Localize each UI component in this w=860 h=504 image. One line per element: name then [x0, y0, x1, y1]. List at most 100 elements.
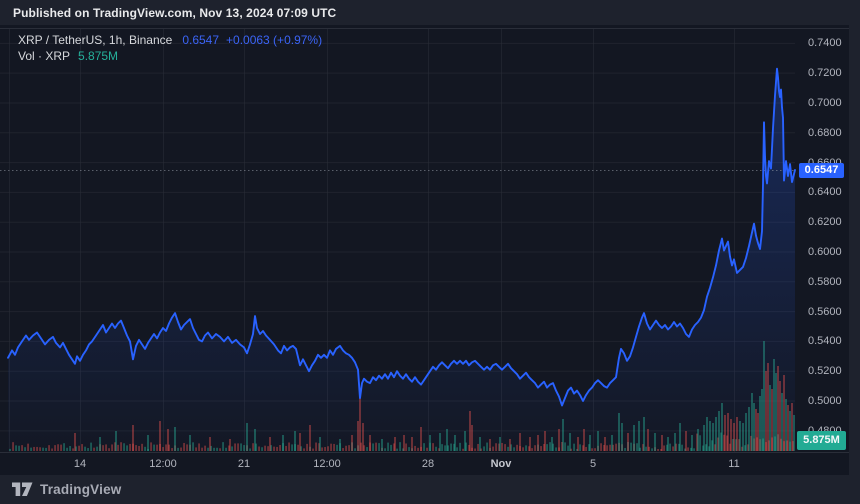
volume-bar: [306, 443, 308, 451]
volume-bar: [543, 444, 545, 451]
volume-bar: [33, 446, 35, 451]
volume-bar-spike: [282, 435, 284, 451]
volume-bar: [615, 443, 617, 451]
price-tick-label: 0.6000: [808, 245, 842, 258]
volume-bar-spike: [167, 429, 169, 451]
volume-bar: [702, 445, 704, 451]
footer-bar: TradingView: [0, 475, 860, 504]
tradingview-brand-text[interactable]: TradingView: [40, 482, 122, 497]
volume-bar: [300, 446, 302, 451]
volume-bar-spike: [621, 423, 623, 451]
volume-bar-spike: [654, 433, 656, 451]
volume-bar-spike: [733, 423, 735, 451]
volume-bar: [516, 444, 518, 451]
volume-bar-spike: [685, 431, 687, 451]
price-tick-label: 0.5000: [808, 395, 842, 408]
volume-bar: [45, 447, 47, 451]
volume-bar: [492, 446, 494, 451]
volume-bar-spike: [132, 425, 134, 451]
time-axis[interactable]: 14 12:00 21 12:00 28 Nov 5 11: [0, 452, 849, 476]
volume-bar: [249, 448, 251, 451]
volume-bar: [165, 444, 167, 451]
volume-bar: [525, 445, 527, 451]
chart-pane[interactable]: XRP / TetherUS, 1h, Binance 0.6547 +0.0063…: [0, 25, 849, 475]
volume-bar-spike: [229, 439, 231, 451]
volume-bar-spike: [359, 396, 361, 451]
volume-bar: [255, 443, 257, 451]
volume-bar: [444, 445, 446, 451]
volume-bar: [711, 440, 713, 451]
volume-bar: [762, 438, 764, 451]
volume-bar: [660, 448, 662, 451]
volume-bar-spike: [745, 413, 747, 451]
published-text: Published on TradingView.com, Nov 13, 20…: [13, 5, 337, 20]
volume-bar-spike: [471, 425, 473, 451]
volume-study-title: Vol · XRP: [18, 49, 71, 63]
volume-bar: [507, 446, 509, 451]
volume-bar: [402, 448, 404, 451]
price-volume-chart[interactable]: [0, 25, 849, 452]
volume-bar: [591, 448, 593, 451]
volume-bar-spike: [147, 435, 149, 451]
volume-bar: [216, 447, 218, 451]
volume-bar: [555, 447, 557, 451]
volume-bar-spike: [611, 435, 613, 451]
volume-bar: [585, 446, 587, 451]
time-tick-label: 5: [589, 458, 597, 470]
volume-bar-spike: [562, 419, 564, 451]
volume-bar: [225, 447, 227, 451]
volume-bar: [270, 445, 272, 451]
price-axis[interactable]: 0.74000.72000.70000.68000.66000.64000.62…: [795, 25, 849, 452]
volume-bar: [303, 448, 305, 451]
volume-bar: [552, 443, 554, 451]
volume-bar: [12, 442, 14, 451]
volume-bar-spike: [779, 381, 781, 451]
volume-bar: [291, 444, 293, 451]
tradingview-logo-icon[interactable]: [12, 481, 33, 498]
volume-bar: [462, 448, 464, 451]
last-price-value: 0.6547: [182, 33, 220, 47]
volume-bar-spike: [589, 435, 591, 451]
volume-bar-spike: [739, 421, 741, 451]
volume-bar-spike: [647, 429, 649, 451]
volume-bar-spike: [709, 421, 711, 451]
volume-bar-spike: [469, 411, 471, 451]
volume-bar-spike: [674, 433, 676, 451]
volume-bar: [243, 445, 245, 451]
volume-bar: [477, 443, 479, 451]
volume-bar: [261, 447, 263, 451]
volume-bar: [579, 444, 581, 451]
volume-bar: [426, 447, 428, 451]
volume-bar: [105, 444, 107, 451]
volume-bar: [570, 448, 572, 451]
volume-bar: [321, 447, 323, 451]
volume-bar: [120, 442, 122, 451]
volume-bar: [531, 448, 533, 451]
volume-bar: [486, 442, 488, 451]
volume-bar: [150, 442, 152, 451]
volume-bar: [774, 436, 776, 451]
volume-bar-spike: [769, 385, 771, 451]
volume-bar: [600, 443, 602, 451]
volume-bar: [705, 444, 707, 451]
volume-bar: [408, 447, 410, 451]
symbol-title: XRP / TetherUS, 1h, Binance: [18, 33, 173, 47]
volume-bar: [723, 434, 725, 451]
time-tick-label: 14: [73, 458, 87, 470]
volume-bar: [273, 446, 275, 451]
volume-bar-spike: [785, 399, 787, 451]
volume-bar-spike: [319, 437, 321, 451]
price-area-fill: [8, 68, 795, 451]
volume-row: Vol · XRP 5.875M: [18, 48, 322, 64]
volume-bar: [522, 447, 524, 451]
volume-bar-spike: [209, 437, 211, 451]
volume-bar: [741, 446, 743, 451]
volume-bar: [441, 444, 443, 451]
volume-bar-spike: [174, 427, 176, 451]
time-tick-label: 12:00: [149, 458, 177, 470]
volume-bar: [438, 448, 440, 451]
volume-bar-spike: [765, 371, 767, 451]
volume-bar-spike: [775, 373, 777, 451]
time-tick-label: 21: [237, 458, 251, 470]
volume-bar-spike: [604, 437, 606, 451]
